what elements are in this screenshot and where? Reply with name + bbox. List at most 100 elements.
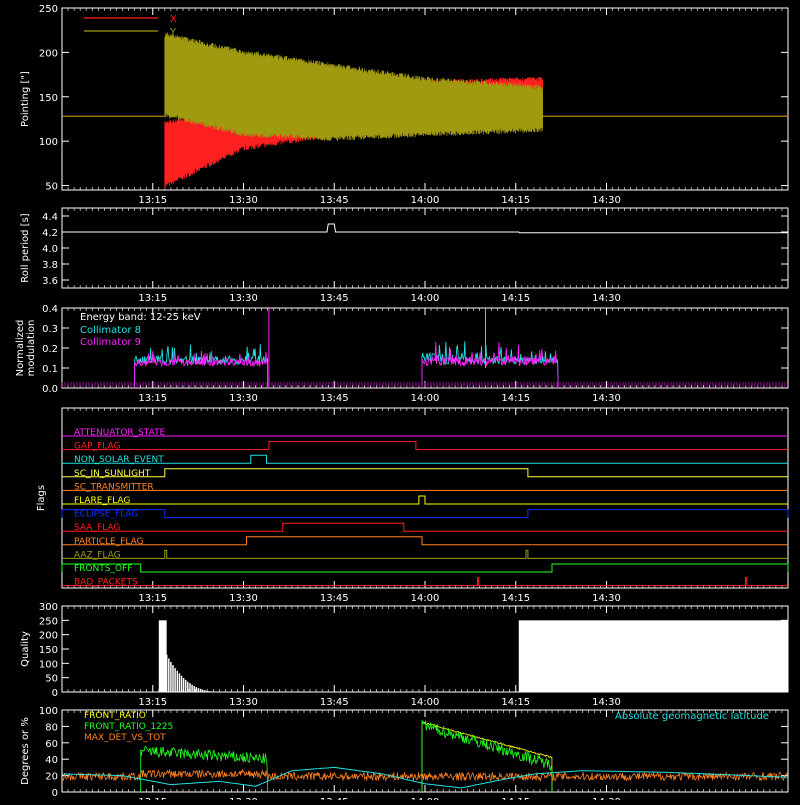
ratios-y-tick-label: 20 [45,772,58,783]
pointing-x-tick-label: 14:00 [411,195,440,206]
flags-x-tick-label: 13:15 [138,593,167,604]
modulation-panel: 13:15 13:30 13:45 14:00 14:15 14:30 0.0 0.1 0.2 0… [15,304,789,404]
flag-label-sc_in_sunlight: SC_IN_SUNLIGHT [74,469,151,479]
modulation-x-tick-label: 14:30 [592,393,621,404]
roll-period-y-tick-label: 4.2 [42,228,58,239]
roll-period-y-tick-label: 3.8 [42,260,58,271]
roll-period-x-tick-label: 14:30 [592,293,621,304]
flags-x-tick-label: 13:30 [229,593,258,604]
roll-period-line [62,223,788,234]
roll-period-y-tick-label: 3.6 [42,276,58,287]
modulation-x-tick-label: 13:30 [229,393,258,404]
flag-line-saa_flag [62,522,788,532]
modulation-y-tick-label: 0.4 [42,304,58,315]
pointing-y-tick-label: 50 [45,182,58,193]
flag-line-gap_flag [62,441,788,451]
pointing-x-tick-label: 14:30 [592,195,621,206]
flag-line-sc_in_sunlight [62,468,788,478]
roll-period-y-tick-label: 4.0 [42,244,58,255]
roll-period-x-tick-label: 13:45 [320,293,349,304]
modulation-y-axis-label: Normalized [15,320,26,377]
roll-period-panel: 13:15 13:30 13:45 14:00 14:15 14:30 3.6 3.8 4.0 4… [20,207,789,304]
ratios-legend-label: FRONT_RATIO_1225 [84,722,173,732]
ratios-y-tick-label: 100 [39,706,58,717]
roll-period-x-tick-label: 13:30 [229,293,258,304]
modulation-x-tick-label: 14:15 [501,393,530,404]
pointing-y-tick-label: 250 [39,4,58,15]
modulation-y-tick-label: 0.1 [42,364,58,375]
flag-label-bad_packets: BAD_PACKETS [74,578,138,588]
quality-y-tick-label: 150 [39,645,58,656]
quality-y-axis-label: Quality [20,631,31,667]
pointing-y-axis-label: Pointing ["] [20,71,31,127]
flags-x-tick-label: 13:45 [320,593,349,604]
flag-label-particle_flag: PARTICLE_FLAG [74,537,144,547]
flag-label-fronts_off: FRONTS_OFF [74,564,132,574]
flag-label-attenuator_state: ATTENUATOR_STATE [74,428,166,438]
roll-period-x-tick-label: 14:15 [501,293,530,304]
quality-bar [518,620,788,692]
flag-label-aaz_flag: AAZ_FLAG [74,550,121,560]
flag-label-saa_flag: SAA_FLAG [74,523,120,533]
quality-x-tick-label: 13:15 [138,697,167,708]
quality-y-tick-label: 250 [39,616,58,627]
roll-period-x-tick-label: 14:00 [411,293,440,304]
quality-y-tick-label: 300 [39,602,58,613]
pointing-x-tick-label: 14:15 [501,195,530,206]
modulation-energy-band-label: Energy band: 12-25 keV [80,312,201,323]
modulation-x-tick-label: 14:00 [411,393,440,404]
quality-y-tick-label: 200 [39,631,58,642]
ratios-y-tick-label: 0 [52,788,58,799]
ratios-y-tick-label: 80 [45,722,58,733]
ratios-y-tick-label: 60 [45,739,58,750]
flag-line-bad_packets [62,577,788,587]
quality-decay-bars [165,654,219,692]
modulation-x-tick-label: 13:15 [138,393,167,404]
quality-x-tick-label: 13:30 [229,697,258,708]
ratios-y-tick-label: 40 [45,755,58,766]
ratios-legend-label: MAX_DET_VS_TOT [84,733,166,743]
ratios-trace-front_ratio_1225 [421,719,553,793]
modulation-y-tick-label: 0.3 [42,324,58,335]
flag-line-flare_flag [62,495,788,505]
ratios-panel: 13:1513:3013:4514:0014:1514:300204060801… [20,706,789,805]
pointing-x-tick-label: 13:15 [138,195,167,206]
flag-line-fronts_off [61,563,789,573]
quality-y-tick-label: 0 [52,688,58,699]
flags-x-tick-label: 14:30 [592,593,621,604]
flags-x-tick-label: 14:15 [501,593,530,604]
roll-period-frame [61,207,789,289]
pointing-legend-label: X [170,14,177,25]
ratios-latitude-label: Absolute geomagnetic latitude [615,711,769,722]
ratios-trace-front_ratio_1225 [140,745,269,793]
flag-line-eclipse_flag [61,509,789,519]
pointing-y-tick-label: 150 [39,93,58,104]
ratios-legend-label: FRONT_RATIO [84,711,146,721]
roll-period-x-tick-label: 13:15 [138,293,167,304]
quality-panel: 13:15 13:30 13:45 14:00 14:15 14:30 0 50 100 150 2… [20,602,789,708]
ratios-y-axis-label: Degrees or % [20,717,31,785]
flag-label-non_solar_event: NON_SOLAR_EVENT [74,455,164,465]
pointing-x-tick-label: 13:30 [229,195,258,206]
quality-x-tick-label: 14:00 [411,697,440,708]
modulation-x-tick-label: 13:45 [320,393,349,404]
quality-bar [158,620,167,692]
quality-y-tick-label: 50 [45,674,58,685]
ratios-trace-front_ratio [421,721,553,793]
pointing-series-Y [62,32,788,141]
roll-period-y-axis-label: Roll period [s] [20,213,31,282]
flags-y-axis-label: Flags [36,485,47,511]
pointing-panel: 13:15 13:30 13:45 14:00 14:15 14:30 50 100 150 20… [20,4,789,206]
flag-label-flare_flag: FLARE_FLAG [74,496,130,506]
quality-x-tick-label: 14:30 [592,697,621,708]
modulation-trace-collimator-8 [421,341,559,389]
quality-x-tick-label: 13:45 [320,697,349,708]
flags-x-tick-label: 14:00 [411,593,440,604]
pointing-trace-Y [164,32,543,141]
pointing-x-tick-label: 13:45 [320,195,349,206]
modulation-legend-label: Collimator 8 [80,325,141,336]
modulation-trace-collimator-8 [134,343,269,389]
modulation-y-axis-label: modulation [26,320,37,377]
roll-period-y-tick-label: 4.4 [42,212,58,223]
